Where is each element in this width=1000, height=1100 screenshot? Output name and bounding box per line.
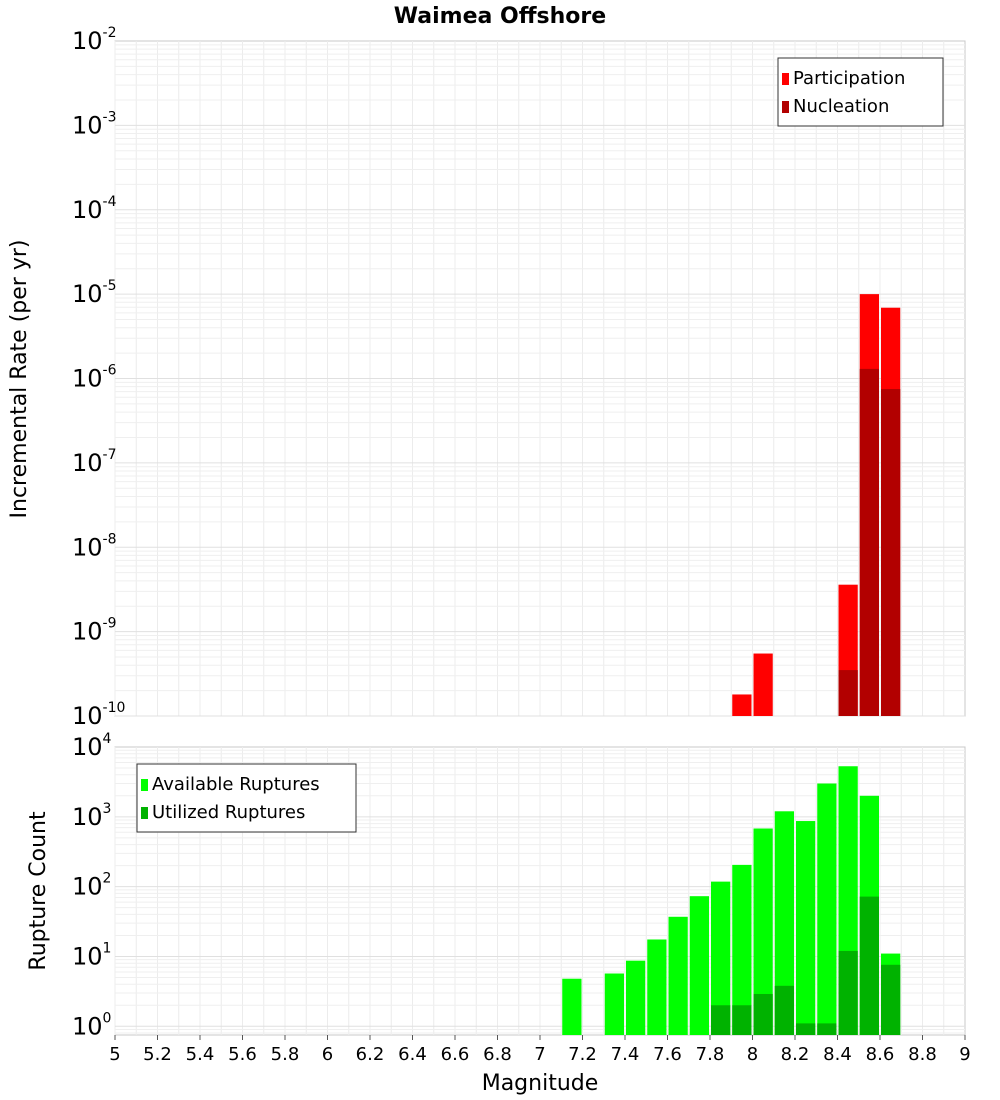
x-tick-label: 7.8: [696, 1044, 725, 1065]
rate-y-axis-label: Incremental Rate (per yr): [7, 240, 32, 519]
y-tick-label: 103: [72, 801, 111, 831]
count-bar-primary: [732, 864, 752, 1035]
x-tick-label: 5.6: [228, 1044, 257, 1065]
count-bar-secondary: [732, 1005, 752, 1035]
x-tick-label: 9: [959, 1044, 970, 1065]
y-tick-label: 10-5: [72, 278, 117, 308]
x-tick-label: 6.8: [483, 1044, 512, 1065]
rate-bar-primary: [753, 653, 773, 716]
rate-bar-primary: [732, 694, 752, 716]
y-tick-label: 101: [72, 940, 111, 970]
rate-legend: Participation Nucleation: [777, 57, 944, 127]
y-tick-label: 100: [72, 1010, 111, 1040]
y-tick-label: 10-2: [72, 25, 117, 55]
chart-title: Waimea Offshore: [394, 4, 606, 29]
count-bar-primary: [626, 960, 646, 1035]
x-tick-label: 6: [322, 1044, 333, 1065]
count-bar-secondary: [881, 964, 901, 1035]
count-bar-secondary: [774, 985, 794, 1035]
rate-bar-secondary: [859, 368, 879, 716]
count-bar-primary: [562, 978, 582, 1035]
count-bar-secondary: [838, 950, 858, 1035]
x-ticks: 5 5.2 5.4 5.6 5.8 6 6.2 6.4 6.6 6.8 7 7.2 7.4 7.6 7.8 8…: [109, 1035, 971, 1065]
rate-bars: [732, 294, 901, 716]
count-y-axis-label: Rupture Count: [26, 811, 51, 971]
count-bar-secondary: [859, 896, 879, 1035]
legend-box: [777, 57, 944, 127]
count-bar-primary: [711, 881, 731, 1035]
count-bar-primary: [817, 783, 837, 1035]
legend-box: [136, 763, 357, 833]
legend-swatch: [782, 73, 789, 85]
y-tick-label: 10-9: [72, 616, 117, 646]
rate-y-ticks: 10-10 10-9 10-8 10-7 10-6 10-5 10-4 10-3 10-2: [72, 25, 125, 730]
count-bar-primary: [753, 828, 773, 1035]
x-tick-label: 5: [109, 1044, 120, 1065]
legend-swatch: [782, 101, 789, 113]
count-bar-secondary: [753, 993, 773, 1035]
y-tick-label: 104: [72, 731, 112, 761]
count-bar-secondary: [817, 1023, 837, 1035]
x-tick-label: 8.6: [866, 1044, 895, 1065]
count-bar-primary: [668, 916, 688, 1035]
count-bars: [562, 766, 901, 1035]
x-tick-label: 7: [534, 1044, 545, 1065]
y-tick-label: 10-10: [72, 700, 125, 730]
count-legend: Available Ruptures Utilized Ruptures: [136, 763, 357, 833]
count-bar-primary: [774, 811, 794, 1035]
y-tick-label: 10-6: [72, 363, 117, 393]
legend-label: Nucleation: [793, 96, 889, 117]
rate-gridlines: [114, 41, 965, 717]
legend-swatch: [141, 779, 148, 791]
x-tick-label: 5.8: [271, 1044, 300, 1065]
x-tick-label: 7.6: [653, 1044, 682, 1065]
legend-label: Participation: [793, 68, 905, 89]
y-tick-label: 102: [72, 871, 111, 901]
count-bar-secondary: [711, 1005, 731, 1035]
y-tick-label: 10-4: [72, 194, 117, 224]
x-tick-label: 6.2: [356, 1044, 385, 1065]
x-tick-label: 8.8: [908, 1044, 937, 1065]
x-tick-label: 7.2: [568, 1044, 597, 1065]
count-bar-primary: [647, 939, 667, 1035]
x-axis-label: Magnitude: [482, 1071, 599, 1096]
x-tick-label: 6.6: [441, 1044, 470, 1065]
count-y-ticks: 100 101 102 103 104: [72, 731, 112, 1040]
count-bar-primary: [604, 973, 624, 1035]
legend-label: Utilized Ruptures: [152, 802, 305, 823]
y-tick-label: 10-8: [72, 531, 117, 561]
x-tick-label: 6.4: [398, 1044, 427, 1065]
x-tick-label: 8.4: [823, 1044, 852, 1065]
count-bar-secondary: [796, 1023, 816, 1035]
count-panel: 100 101 102 103 104 5 5.2 5.4 5.6 5.8 6 6.2 6.4 6.6 6…: [72, 731, 971, 1065]
x-tick-label: 7.4: [611, 1044, 640, 1065]
x-tick-label: 5.4: [186, 1044, 215, 1065]
rate-bar-secondary: [838, 670, 858, 716]
legend-swatch: [141, 807, 148, 819]
rate-bar-secondary: [881, 389, 901, 716]
y-tick-label: 10-3: [72, 109, 117, 139]
y-tick-label: 10-7: [72, 447, 117, 477]
count-bar-primary: [689, 896, 709, 1035]
x-tick-label: 8.2: [781, 1044, 810, 1065]
count-bar-primary: [796, 821, 816, 1035]
x-tick-label: 5.2: [143, 1044, 172, 1065]
legend-label: Available Ruptures: [152, 774, 320, 795]
x-tick-label: 8: [747, 1044, 758, 1065]
rate-panel: 10-10 10-9 10-8 10-7 10-6 10-5 10-4 10-3 10-2 Pa…: [72, 25, 966, 730]
